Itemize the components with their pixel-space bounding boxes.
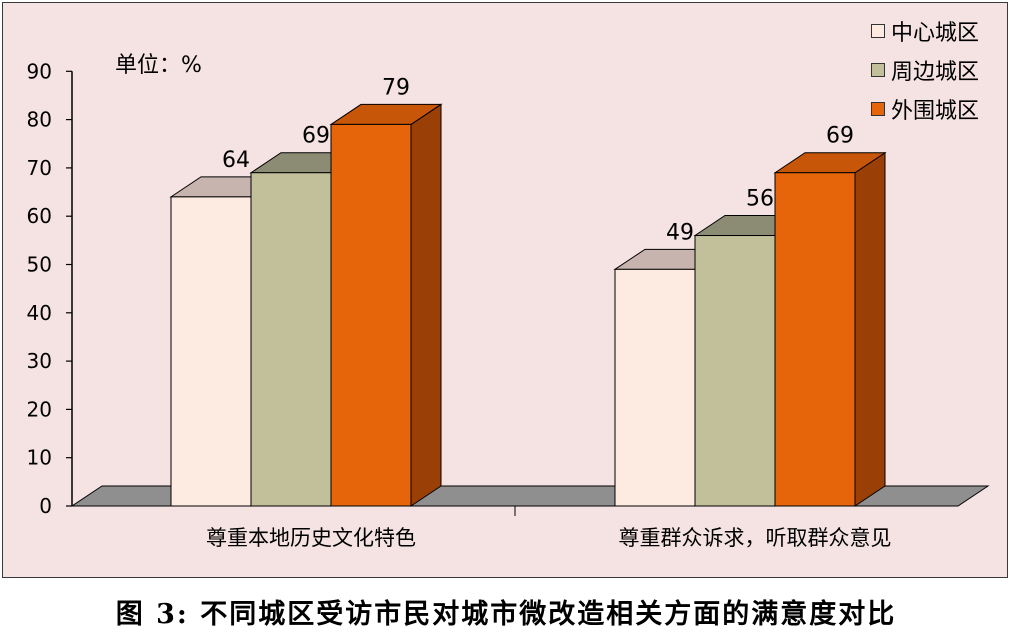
bar-value-label: 64	[222, 148, 250, 173]
y-tick-label: 60	[27, 204, 52, 228]
legend-item-outer: 外围城区	[871, 89, 979, 128]
bar-side	[410, 103, 442, 507]
bar	[250, 172, 332, 507]
y-tick-label: 80	[27, 108, 52, 132]
legend-label-peripheral: 周边城区	[891, 59, 980, 85]
y-tick-label: 20	[27, 397, 52, 421]
bar-value-label: 56	[746, 187, 774, 212]
bar	[330, 123, 412, 507]
legend-swatch-outer	[871, 101, 885, 116]
category-label: 尊重本地历史文化特色	[206, 526, 416, 550]
chart-area: 0 10 20 30 40 50 60 70 80 90 64 69 79 尊重本地历史文化特色 49 56 6…	[2, 2, 1008, 578]
y-tick-label: 50	[27, 253, 52, 277]
y-tick-label: 90	[27, 59, 52, 83]
bar-value-label: 49	[666, 220, 694, 245]
y-tick-label: 0	[39, 494, 52, 518]
legend-swatch-center	[871, 23, 885, 38]
unit-label: 单位：%	[115, 53, 202, 78]
bar-value-label: 79	[382, 75, 410, 100]
legend-label-outer: 外围城区	[891, 98, 980, 124]
y-tick-label: 70	[27, 156, 52, 180]
bar	[694, 235, 776, 507]
y-tick-label: 30	[27, 349, 52, 373]
legend: 中心城区 周边城区 外围城区	[871, 11, 979, 128]
bar-chart: 0 10 20 30 40 50 60 70 80 90 64 69 79 尊重本地历史文化特色 49 56 6…	[27, 59, 990, 550]
y-tick-label: 40	[27, 301, 52, 325]
y-tick-label: 10	[27, 446, 52, 470]
bar-value-label: 69	[826, 124, 854, 149]
legend-label-center: 中心城区	[891, 20, 980, 46]
bar	[774, 172, 856, 507]
bar-value-label: 69	[302, 124, 330, 149]
category-label: 尊重群众诉求，听取群众意见	[619, 526, 892, 550]
bar-side	[854, 151, 886, 507]
legend-swatch-peripheral	[871, 62, 885, 77]
figure-caption: 图 3: 不同城区受访市民对城市微改造相关方面的满意度对比	[115, 599, 897, 630]
bar	[614, 268, 696, 507]
legend-item-center: 中心城区	[871, 11, 979, 50]
legend-item-peripheral: 周边城区	[871, 50, 979, 89]
bar	[170, 196, 252, 507]
